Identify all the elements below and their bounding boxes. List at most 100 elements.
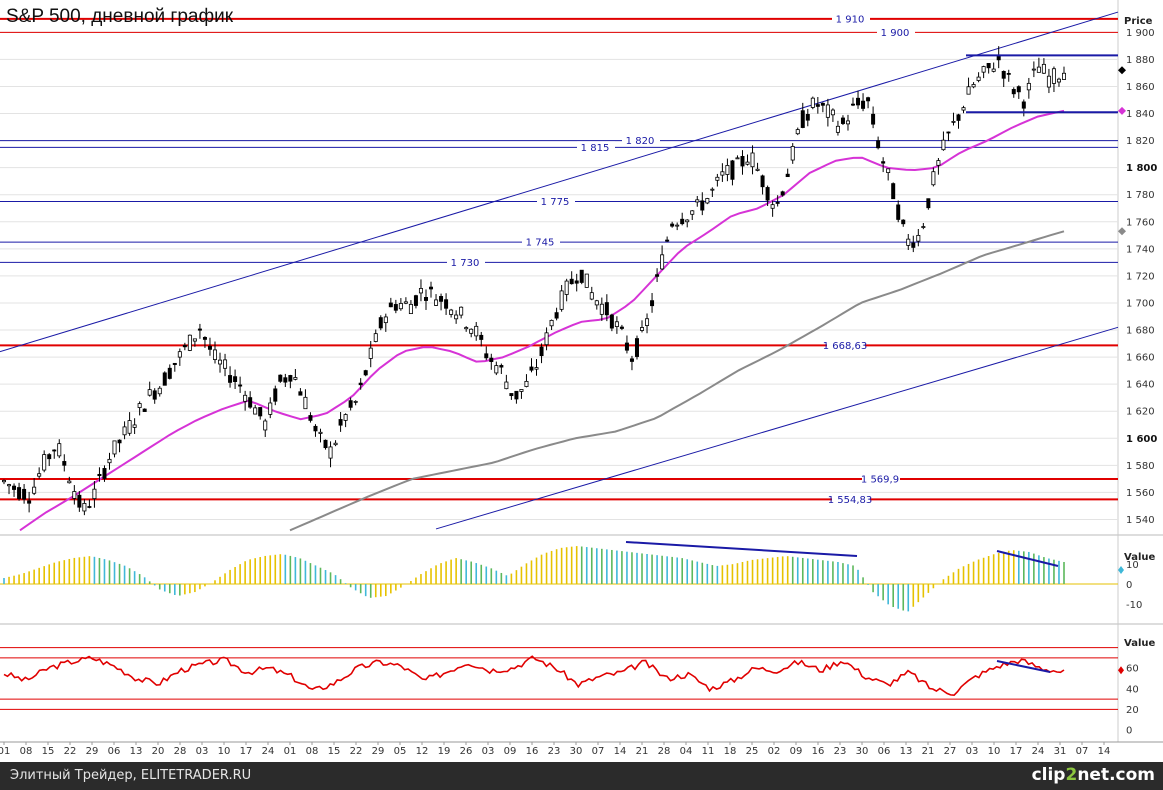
footer-bar: Элитный Трейдер, ELITETRADER.RU clip2net… [0, 762, 1163, 790]
candle [32, 478, 37, 496]
candle [896, 200, 901, 223]
candle-body [12, 485, 17, 490]
candle [916, 228, 921, 247]
candle [564, 278, 569, 302]
candle [223, 353, 228, 377]
x-tick-label: 29 [372, 746, 385, 757]
y-tick-label: 1 720 [1126, 271, 1155, 282]
candle [735, 155, 740, 160]
y-tick-label: 1 740 [1126, 244, 1155, 255]
candle [1051, 66, 1056, 93]
candle-body [248, 397, 253, 408]
candle-body [725, 165, 730, 175]
candle-body [393, 304, 398, 311]
candle [981, 65, 986, 79]
candle [1046, 68, 1051, 94]
candle-body [1041, 63, 1046, 74]
candle-body [820, 102, 825, 106]
x-tick-label: 28 [658, 746, 671, 757]
candle-body [27, 500, 32, 504]
x-tick-label: 17 [240, 746, 253, 757]
candle-body [609, 314, 614, 329]
candle [569, 271, 574, 285]
candle [97, 467, 102, 482]
candle [856, 90, 861, 109]
candle [423, 289, 428, 310]
x-tick-label: 24 [1032, 746, 1045, 757]
candle-body [378, 317, 383, 329]
candle [413, 294, 418, 309]
candle [725, 158, 730, 182]
candle [524, 374, 529, 388]
candle-body [629, 358, 634, 362]
candle-body [685, 219, 690, 223]
candle-body [2, 480, 7, 483]
candle-body [504, 381, 509, 390]
candle-body [705, 198, 710, 204]
candle [645, 313, 650, 334]
candle-body [423, 297, 428, 301]
x-tick-label: 25 [746, 746, 759, 757]
candle-body [42, 454, 47, 471]
candle [474, 321, 479, 341]
candle-body [298, 391, 303, 396]
y-tick-label: 1 820 [1126, 136, 1155, 147]
candle [363, 369, 368, 377]
candle-body [755, 168, 760, 171]
candle-body [348, 400, 353, 408]
candle-body [926, 198, 931, 209]
candle [765, 185, 770, 206]
candle [494, 361, 499, 376]
level-label-bg [577, 141, 615, 153]
candle-body [921, 226, 926, 228]
candle [102, 465, 107, 482]
candle-body [1046, 75, 1051, 88]
candle [800, 102, 805, 129]
candle [951, 112, 956, 126]
candle [207, 337, 212, 356]
x-tick-label: 07 [592, 746, 605, 757]
candle-body [263, 420, 268, 431]
candle-body [479, 334, 484, 340]
candle [815, 96, 820, 114]
candle-body [529, 366, 534, 371]
level-label: 1 910 [836, 14, 865, 25]
ma-long-marker [1118, 227, 1126, 236]
x-tick-label: 10 [218, 746, 231, 757]
macd-divergence-line [625, 541, 858, 557]
candle [333, 440, 338, 447]
candle [484, 346, 489, 361]
x-tick-label: 14 [1098, 746, 1111, 757]
candle-body [881, 161, 886, 164]
level-label-bg [622, 134, 660, 146]
candle [861, 93, 866, 112]
chart-canvas[interactable]: 1 910 1 900 1 820 1 815 1 775 1 745 1 730 1 668… [0, 0, 1163, 762]
macd-tick-label: 0 [1126, 580, 1132, 591]
candle [650, 292, 655, 313]
candle [37, 467, 42, 479]
candle-body [373, 333, 378, 342]
candle-body [162, 372, 167, 386]
candle-body [1011, 89, 1016, 95]
level-label-bg [447, 256, 485, 268]
candle [775, 195, 780, 207]
candle-body [499, 365, 504, 368]
rsi-tick-label: 0 [1126, 726, 1132, 737]
candle [167, 364, 172, 380]
x-tick-label: 16 [526, 746, 539, 757]
candle [147, 381, 152, 397]
x-tick-label: 10 [988, 746, 1001, 757]
candle [946, 131, 951, 142]
candle-body [765, 187, 770, 201]
x-tick-label: 13 [900, 746, 913, 757]
x-tick-label: 11 [702, 746, 715, 757]
candle [750, 145, 755, 175]
candle-body [338, 419, 343, 426]
candle [534, 359, 539, 376]
candle [368, 340, 373, 368]
candle-body [544, 332, 549, 346]
candle-body [640, 327, 645, 331]
candle-body [318, 431, 323, 434]
x-tick-label: 21 [636, 746, 649, 757]
rsi-line [3, 655, 1065, 697]
